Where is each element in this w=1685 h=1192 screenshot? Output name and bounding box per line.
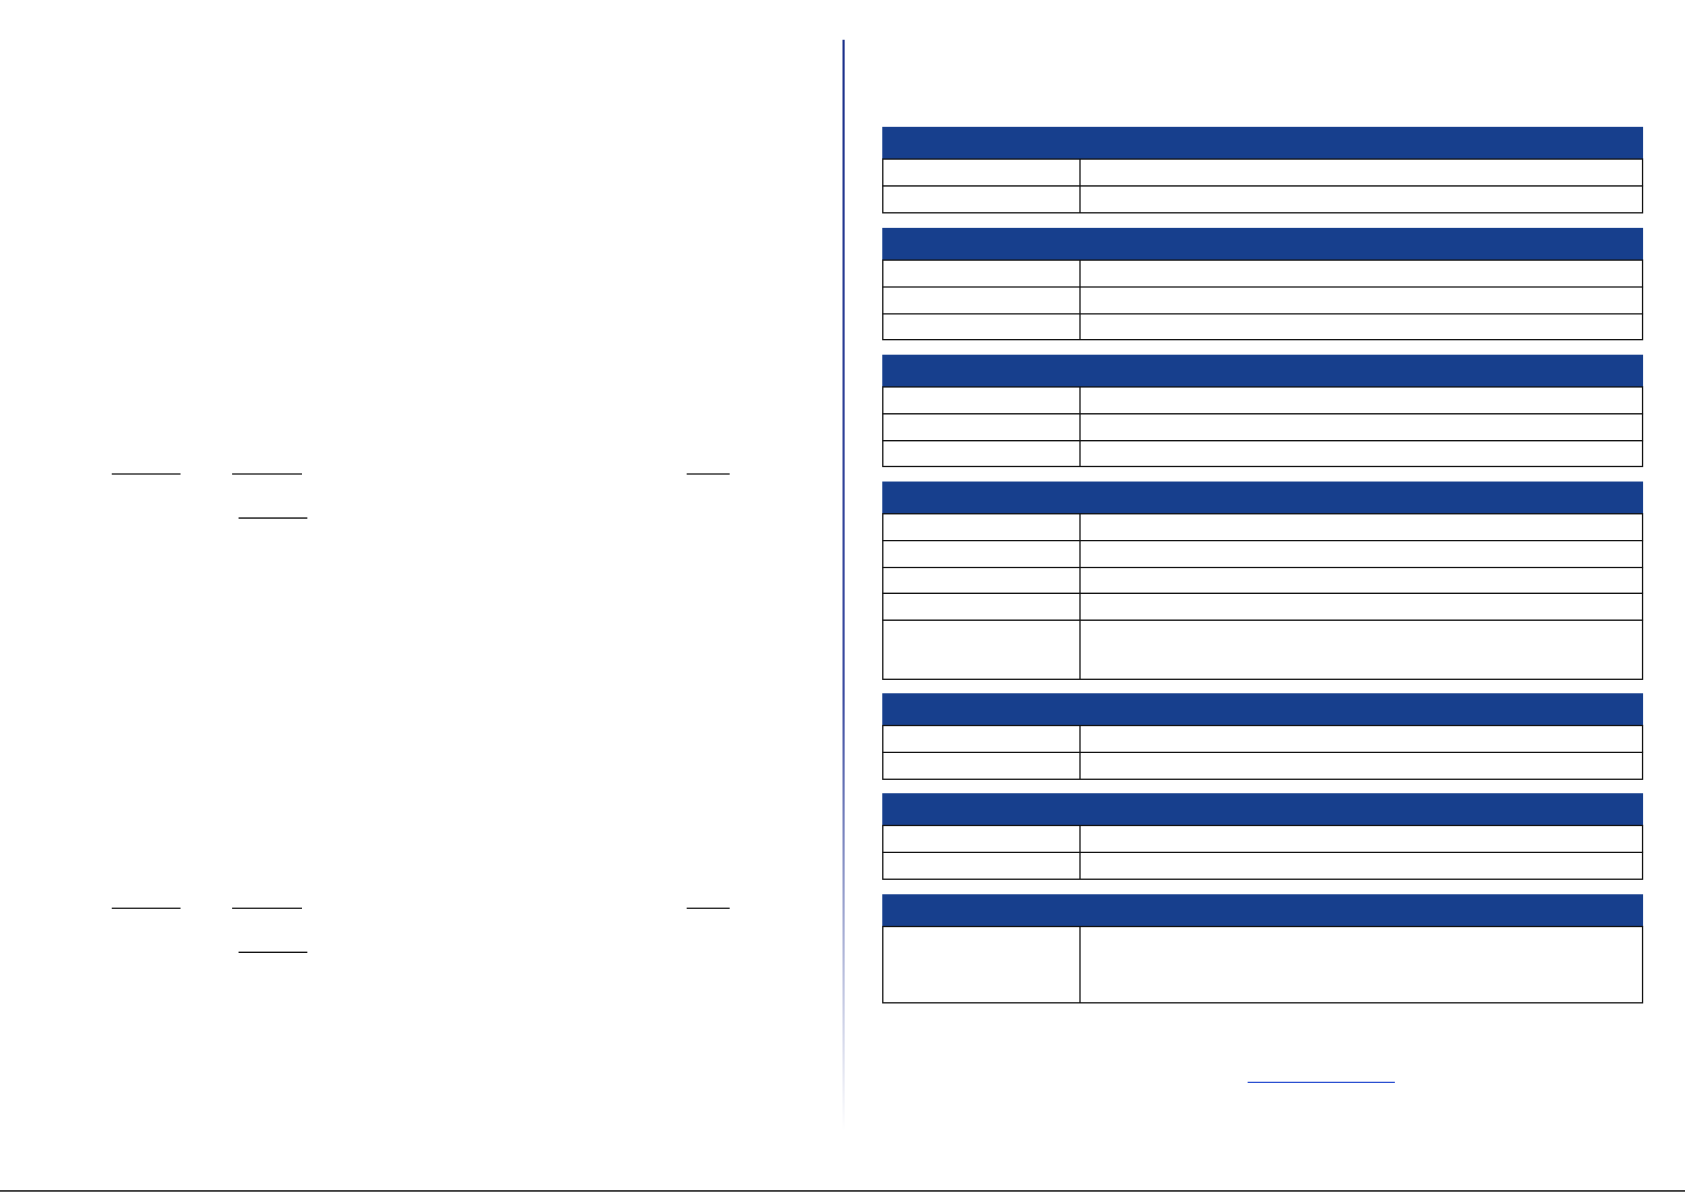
table-frame: [882, 925, 1644, 1004]
section-header-bar: [882, 227, 1644, 261]
section-header-bar: [882, 894, 1644, 927]
section-header-bar: [882, 126, 1644, 160]
section-header-bar: [882, 793, 1644, 826]
table-frame: [882, 513, 1644, 680]
section-header-bar: [882, 481, 1644, 514]
table-frame: [882, 259, 1644, 341]
section-header-bar: [882, 693, 1644, 726]
section-header-bar: [882, 354, 1644, 387]
page-divider: [842, 39, 845, 1131]
table-frame: [882, 386, 1644, 468]
